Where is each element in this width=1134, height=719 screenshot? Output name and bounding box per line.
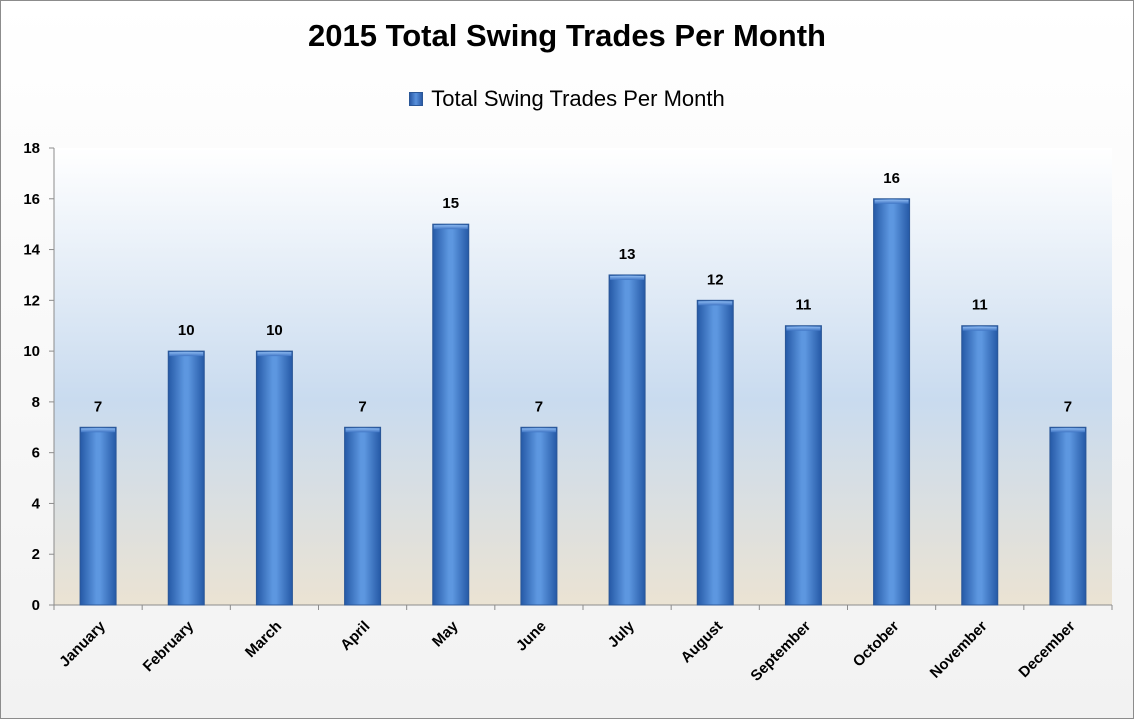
x-tick-label: May xyxy=(429,617,462,650)
x-tick-label: April xyxy=(337,618,373,654)
data-label: 12 xyxy=(707,271,724,288)
x-tick-label: August xyxy=(678,618,727,667)
x-tick-label: March xyxy=(242,618,285,661)
y-tick-label: 6 xyxy=(32,445,40,462)
y-tick-label: 12 xyxy=(23,292,40,309)
x-tick-label: July xyxy=(605,617,639,651)
data-label: 7 xyxy=(535,398,543,415)
x-tick-label: September xyxy=(747,618,814,685)
data-label: 7 xyxy=(94,398,102,415)
bar-cap xyxy=(169,352,204,357)
y-tick-label: 2 xyxy=(32,546,40,563)
y-tick-label: 16 xyxy=(23,191,40,208)
bar xyxy=(1049,426,1087,606)
bar-cap xyxy=(962,326,997,331)
bar-cap xyxy=(521,428,556,433)
bar xyxy=(696,299,734,606)
data-label: 7 xyxy=(358,398,366,415)
bar-cap xyxy=(610,275,645,280)
x-tick-label: October xyxy=(850,618,903,671)
y-tick-label: 0 xyxy=(32,597,40,614)
bar-cap xyxy=(81,428,116,433)
data-label: 7 xyxy=(1064,398,1072,415)
legend-label: Total Swing Trades Per Month xyxy=(431,86,725,111)
y-tick-label: 14 xyxy=(23,242,40,259)
x-tick-label: November xyxy=(927,618,991,682)
y-tick-label: 8 xyxy=(32,394,40,411)
bar-cap xyxy=(698,301,733,306)
legend-swatch xyxy=(409,92,424,106)
bar xyxy=(167,350,205,606)
x-tick-label: February xyxy=(140,617,198,675)
legend: Total Swing Trades Per Month xyxy=(0,86,1134,112)
x-tick-label: June xyxy=(513,618,550,655)
data-label: 13 xyxy=(619,246,636,263)
bar xyxy=(432,223,470,606)
bar xyxy=(79,426,117,606)
plot-area xyxy=(54,148,1112,605)
bar-cap xyxy=(786,326,821,331)
data-label: 15 xyxy=(442,195,459,212)
y-tick-label: 4 xyxy=(32,495,41,512)
y-tick-label: 10 xyxy=(23,343,40,360)
bar xyxy=(520,426,558,606)
bar xyxy=(961,325,999,606)
data-label: 11 xyxy=(795,297,811,314)
bar-cap xyxy=(433,225,468,230)
x-tick-label: January xyxy=(56,617,109,670)
data-label: 11 xyxy=(972,297,988,314)
bar-cap xyxy=(345,428,380,433)
y-tick-label: 18 xyxy=(23,140,40,157)
bar xyxy=(784,325,822,606)
bar-cap xyxy=(257,352,292,357)
bar-cap xyxy=(1050,428,1085,433)
data-label: 10 xyxy=(266,322,283,339)
bar xyxy=(608,274,646,606)
bar xyxy=(255,350,293,606)
data-label: 10 xyxy=(178,322,195,339)
bar xyxy=(344,426,382,606)
bar-cap xyxy=(874,199,909,204)
x-tick-label: December xyxy=(1015,618,1078,681)
bar xyxy=(873,198,911,606)
chart-title: 2015 Total Swing Trades Per Month xyxy=(308,18,826,53)
data-label: 16 xyxy=(883,170,900,187)
